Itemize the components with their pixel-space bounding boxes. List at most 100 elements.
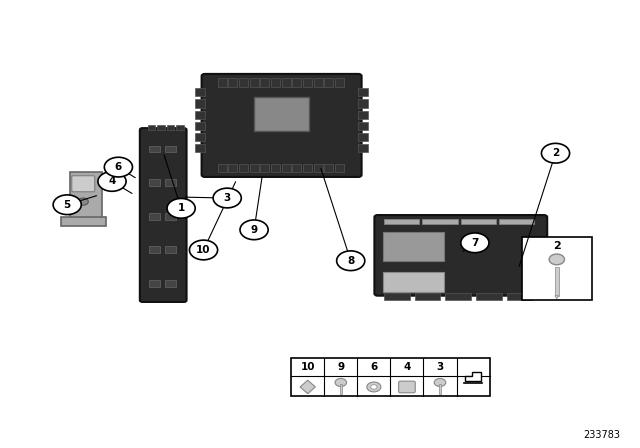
Bar: [324, 78, 333, 87]
Bar: [522, 237, 592, 300]
Bar: [555, 267, 559, 296]
Polygon shape: [555, 296, 559, 299]
Bar: [195, 122, 205, 130]
Bar: [415, 293, 440, 300]
Bar: [282, 164, 291, 172]
Bar: [271, 78, 280, 87]
Bar: [358, 144, 368, 152]
Bar: [195, 144, 205, 152]
FancyBboxPatch shape: [374, 215, 547, 296]
Bar: [461, 219, 496, 224]
Circle shape: [367, 382, 381, 392]
Bar: [335, 78, 344, 87]
Text: 10: 10: [196, 245, 211, 255]
Bar: [260, 164, 269, 172]
Bar: [358, 122, 368, 130]
Circle shape: [240, 220, 268, 240]
Bar: [239, 78, 248, 87]
Polygon shape: [465, 372, 481, 381]
Text: 233783: 233783: [583, 430, 620, 439]
FancyBboxPatch shape: [383, 232, 444, 261]
Circle shape: [371, 385, 377, 389]
Circle shape: [104, 157, 132, 177]
Bar: [384, 293, 410, 300]
Circle shape: [435, 379, 445, 387]
Circle shape: [337, 251, 365, 271]
Bar: [250, 164, 259, 172]
Bar: [177, 125, 184, 130]
FancyBboxPatch shape: [140, 128, 187, 302]
Circle shape: [78, 198, 88, 205]
Bar: [149, 280, 160, 287]
Circle shape: [549, 254, 564, 265]
Bar: [303, 164, 312, 172]
Bar: [358, 99, 368, 108]
Text: 4: 4: [403, 362, 411, 372]
Text: 6: 6: [115, 162, 122, 172]
Circle shape: [189, 240, 218, 260]
Bar: [218, 164, 227, 172]
Circle shape: [541, 143, 570, 163]
Bar: [228, 78, 237, 87]
Bar: [165, 179, 177, 186]
Polygon shape: [300, 380, 316, 394]
Circle shape: [167, 198, 195, 218]
Bar: [292, 78, 301, 87]
Text: 1: 1: [177, 203, 185, 213]
Bar: [195, 99, 205, 108]
Bar: [499, 219, 534, 224]
Circle shape: [461, 233, 489, 253]
Bar: [195, 111, 205, 119]
Bar: [166, 125, 174, 130]
Bar: [339, 384, 342, 394]
Bar: [335, 164, 344, 172]
Circle shape: [213, 188, 241, 208]
Bar: [445, 293, 471, 300]
Bar: [250, 78, 259, 87]
Text: 6: 6: [371, 362, 378, 372]
Bar: [314, 164, 323, 172]
Bar: [165, 213, 177, 220]
Bar: [157, 125, 165, 130]
Bar: [149, 179, 160, 186]
Bar: [303, 78, 312, 87]
Bar: [195, 88, 205, 96]
Bar: [165, 146, 177, 152]
FancyBboxPatch shape: [202, 74, 362, 177]
Bar: [358, 88, 368, 96]
Text: 3: 3: [436, 362, 444, 372]
FancyBboxPatch shape: [383, 272, 444, 292]
Bar: [291, 358, 490, 396]
Bar: [239, 164, 248, 172]
Bar: [314, 78, 323, 87]
Bar: [165, 280, 177, 287]
Text: 5: 5: [63, 200, 71, 210]
Text: 2: 2: [553, 241, 561, 251]
Bar: [148, 125, 156, 130]
Text: 2: 2: [552, 148, 559, 158]
FancyBboxPatch shape: [399, 381, 415, 393]
Polygon shape: [61, 217, 106, 226]
Bar: [165, 246, 177, 253]
Bar: [439, 384, 442, 394]
Text: 8: 8: [347, 256, 355, 266]
Text: 3: 3: [223, 193, 231, 203]
Bar: [195, 133, 205, 141]
Bar: [324, 164, 333, 172]
Bar: [507, 293, 532, 300]
Polygon shape: [70, 172, 102, 222]
Text: 9: 9: [250, 225, 258, 235]
Bar: [358, 111, 368, 119]
Bar: [149, 213, 160, 220]
Bar: [149, 146, 160, 152]
Text: 7: 7: [471, 238, 479, 248]
FancyBboxPatch shape: [72, 176, 95, 192]
Bar: [282, 78, 291, 87]
Bar: [422, 219, 458, 224]
Text: 4: 4: [108, 177, 116, 186]
Bar: [271, 164, 280, 172]
Bar: [149, 246, 160, 253]
Bar: [358, 133, 368, 141]
Bar: [218, 78, 227, 87]
Bar: [292, 164, 301, 172]
